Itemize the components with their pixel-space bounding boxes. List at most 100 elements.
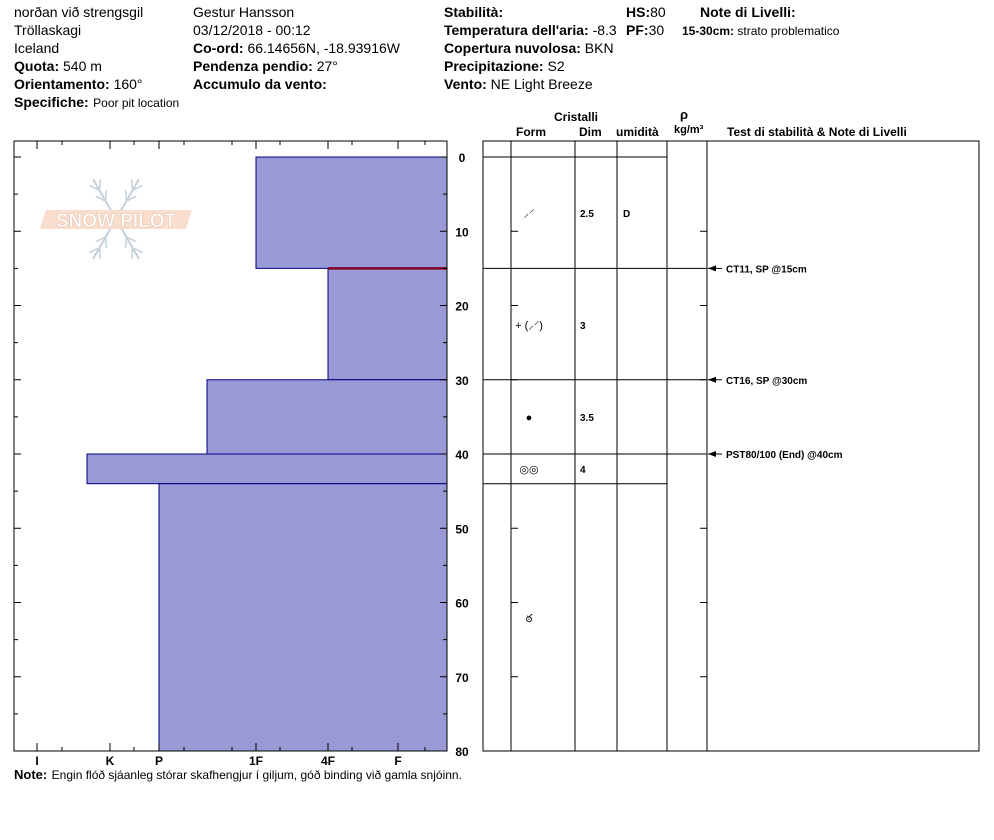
test-pointer-arrow [708, 451, 716, 457]
test-label: PST80/100 (End) @40cm [726, 450, 843, 461]
profile-frame [13, 140, 448, 752]
snowflake-branch [98, 247, 102, 259]
y-tick-label: 80 [455, 745, 469, 759]
hs-value: 80 [650, 4, 666, 20]
x-tick-label: K [106, 754, 115, 768]
snowflake-branch [126, 195, 137, 202]
logo-band [40, 210, 192, 229]
pf-value: 30 [648, 22, 665, 38]
stability-tests: CT11, SP @15cm CT16, SP @30cm PST80/100 (E… [708, 264, 843, 461]
hs-label: HS: [626, 4, 651, 20]
region-name: Tröllaskagi [14, 22, 82, 38]
snowflake-branch [104, 236, 108, 248]
snowflake-branch [148, 218, 159, 226]
snowflake-arm [92, 178, 117, 220]
slope-row: Pendenza pendio: 27° [193, 58, 338, 74]
precip-label: Precipitazione: [444, 58, 544, 74]
pf-label: PF: [626, 22, 649, 38]
crystal-form: + (⸝⸍) [515, 320, 543, 332]
snowflake-branch [85, 218, 96, 226]
coord-row: Co-ord: 66.14656N, -18.93916W [193, 40, 400, 56]
air-temp-row: Temperatura dell'aria: -8.3 [444, 22, 617, 38]
y-tick-label: 70 [455, 671, 469, 685]
y-tick-label: 10 [455, 225, 469, 239]
crystal-size: 4 [580, 465, 586, 476]
wind-row: Vento: NE Light Breeze [444, 76, 593, 92]
cloud-row: Copertura nuvolosa: BKN [444, 40, 614, 56]
slope-label: Pendenza pendio: [193, 58, 313, 74]
slope-value: 27° [316, 58, 338, 74]
snowflake-branch [130, 247, 134, 259]
size-header: Dim [579, 125, 602, 139]
air-temp-label: Temperatura dell'aria: [444, 22, 589, 38]
snowflake-branch [136, 218, 147, 226]
layer-note-row: 15-30cm: strato problematico [682, 24, 839, 38]
density-symbol: ρ [680, 107, 689, 122]
density-unit: kg/m³ [674, 124, 704, 136]
crystal-moisture: D [623, 209, 630, 220]
snowflake-branch [148, 212, 159, 220]
elevation-value: 540 m [63, 58, 102, 74]
air-temp-value: -8.3 [592, 22, 617, 38]
snowflake-branch [124, 236, 128, 248]
layer-note-text: strato problematico [737, 24, 840, 38]
y-tick-label: 0 [459, 151, 466, 165]
snowflake-branch [95, 195, 106, 202]
precip-value: S2 [547, 58, 565, 74]
wind-loading-row: Accumulo da vento: [193, 76, 327, 92]
hardness-layer-3 [86, 453, 448, 485]
axes: I K P 1F 4F F 0 10 20 30 40 50 60 70 80 [14, 141, 469, 768]
snowflake-branch [136, 212, 147, 220]
snowflake-branch [126, 236, 137, 243]
wind-value: NE Light Breeze [490, 76, 593, 92]
site-name: norðan við strengsgil [14, 4, 144, 20]
elevation-row: Quota: 540 m [14, 58, 102, 74]
snowflake-arm [115, 218, 140, 260]
test-pointer-arrow [708, 265, 716, 272]
x-tick-label: 1F [249, 754, 263, 768]
crystal-form: ◎◎ [519, 464, 538, 476]
y-tick-label: 50 [455, 522, 469, 536]
hardness-layer-0 [255, 156, 448, 269]
snowflake-branch [132, 247, 143, 254]
specifics-row: Specifiche: Poor pit location [14, 94, 179, 112]
layer-notes-title: Note di Livelli: [700, 4, 796, 20]
layer-note-range: 15-30cm: [682, 24, 735, 38]
hs-row: HS:80 [626, 4, 666, 20]
crystal-size: 3.5 [580, 413, 594, 424]
hardness-layer-1 [327, 267, 448, 381]
observation-datetime: 03/12/2018 - 00:12 [193, 22, 311, 38]
snowflake-branch [132, 184, 143, 191]
coord-value: 66.14656N, -18.93916W [247, 40, 400, 56]
x-tick-label: 4F [321, 754, 335, 768]
country-name: Iceland [14, 40, 60, 56]
aspect-row: Orientamento: 160° [14, 76, 143, 92]
specifics-label: Specifiche: [14, 94, 89, 110]
snowpilot-logo: SNOW PILOT [40, 178, 192, 260]
hardness-layers [86, 156, 448, 752]
cloud-label: Copertura nuvolosa: [444, 40, 581, 56]
form-header: Form [516, 125, 546, 139]
note-label: Note: [14, 767, 48, 782]
snowflake-branch [98, 179, 102, 191]
crystal-form: ఠ [526, 613, 533, 625]
logo-text: SNOW PILOT [56, 211, 177, 232]
coord-label: Co-ord: [193, 40, 244, 56]
footer-note: Note: Engin flóð sjáanleg stórar skafhen… [14, 766, 462, 784]
snowflake-arm [115, 178, 140, 220]
hardness-layer-4 [158, 483, 448, 752]
snowflake-branch [89, 184, 100, 191]
x-tick-label: P [155, 754, 163, 768]
observer-name: Gestur Hansson [193, 4, 295, 20]
crystal-form: ● [526, 412, 533, 424]
pf-row: PF:30 [626, 22, 664, 38]
snowflake-branch [95, 236, 106, 243]
crystal-table: ⸝⸍ 2.5 D + (⸝⸍) 3 ● 3.5 ◎◎ 4 ఠ [482, 140, 980, 752]
snowflake-branch [85, 212, 96, 220]
snowflake-branch [130, 179, 134, 191]
specifics-value: Poor pit location [93, 96, 180, 110]
snowflake-branch [124, 190, 128, 202]
snowflake-branch [73, 218, 84, 226]
y-tick-label: 40 [455, 448, 469, 462]
test-label: CT11, SP @15cm [726, 264, 807, 275]
